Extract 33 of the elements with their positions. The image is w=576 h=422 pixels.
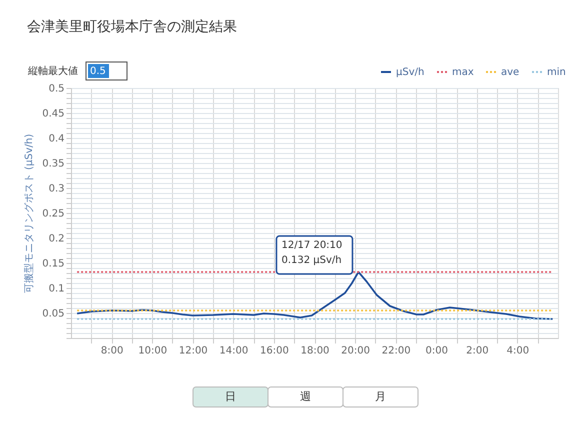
text: 0.5 [90, 66, 106, 77]
x-tick-label: 20:00 [341, 346, 370, 356]
legend-label: max [452, 67, 474, 78]
x-tick-label: 10:00 [138, 346, 168, 356]
x-tick-label: 12:00 [178, 346, 208, 356]
y-tick-label: 0.25 [42, 208, 64, 220]
y-tick-label: 0.2 [48, 234, 64, 244]
x-tick-label: 4:00 [506, 346, 530, 356]
chart-title: 会津美里町役場本庁舎の測定結果 [27, 19, 237, 35]
annotation: 12/17 20:10 0.132 μSv/h [281, 240, 342, 266]
y-tick-label: 0.05 [42, 308, 64, 320]
text: 日 [225, 390, 236, 403]
y-tick-label: 0.35 [42, 158, 64, 170]
x-tick-label: 0:00 [426, 346, 448, 356]
legend-label: min [547, 67, 566, 78]
y-tick-label: 0.3 [48, 184, 64, 194]
x-tick-label: 8:00 [100, 346, 124, 356]
x-tick-label: 14:00 [219, 346, 248, 356]
y-tick-label: 0.1 [48, 284, 64, 294]
y-axis-title: 可搬型モニタリングポスト (μSv/h) [23, 134, 36, 294]
legend-label: ave [501, 67, 520, 78]
y-tick-label: 0.5 [48, 84, 64, 94]
y-tick-label: 0.15 [42, 258, 64, 270]
x-tick-label: 16:00 [260, 346, 289, 356]
x-tick-label: 2:00 [466, 346, 489, 356]
y-tick-label: 0.45 [42, 108, 64, 120]
x-tick-label: 22:00 [382, 346, 411, 356]
text: 月 [375, 390, 386, 403]
legend-label: μSv/h [396, 67, 424, 78]
text: 週 [300, 390, 311, 403]
x-tick-label: 18:00 [300, 346, 330, 356]
y-tick-label: 0.4 [48, 134, 64, 144]
text: 縦軸最大値 [27, 65, 78, 77]
